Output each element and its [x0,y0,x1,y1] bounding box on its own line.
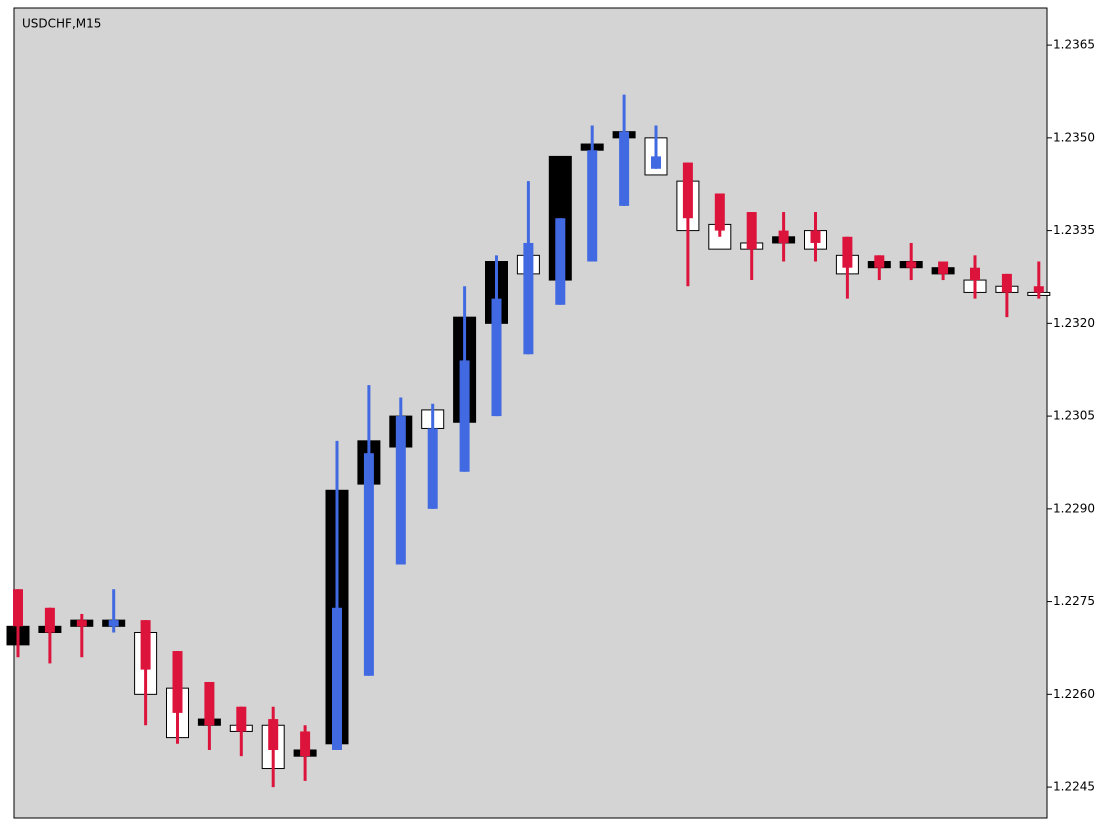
candle-body [44,607,55,633]
candle-body [906,261,917,268]
candle-body [268,719,279,750]
candle-body [76,620,87,627]
candle-body [332,607,342,750]
candle-body [13,589,23,627]
candle-body [140,620,151,670]
y-tick-label: 1.2275 [1053,594,1095,608]
candle-body [108,620,119,627]
y-tick-label: 1.2305 [1053,409,1095,423]
candle-body [938,261,949,274]
y-tick-label: 1.2260 [1053,687,1095,701]
candle-body [619,131,630,206]
candle-body [555,218,566,305]
candle-body [842,236,853,268]
candle-body [682,162,693,219]
y-tick-label: 1.2320 [1053,316,1095,330]
candle-body [970,267,980,281]
candle-body [651,156,661,169]
candle-body [363,453,374,676]
candle-body [778,230,789,243]
candle-body [587,150,598,262]
candle-body [810,230,821,243]
chart-title: USDCHF,M15 [22,17,101,31]
candle-body [204,681,215,726]
candle-body [236,706,247,732]
candle-body [1033,286,1044,293]
candle-body [427,428,438,509]
candle-body [1001,273,1012,293]
candle-body [491,298,502,417]
candle-body [459,360,470,472]
y-tick-label: 1.2365 [1053,38,1095,52]
candle-body [874,255,885,268]
y-tick-label: 1.2290 [1053,501,1095,515]
y-tick-label: 1.2350 [1053,130,1095,144]
candle-body [395,416,406,565]
y-tick-label: 1.2335 [1053,223,1095,237]
candle-body [300,731,311,757]
candle-body [523,242,534,355]
y-tick-label: 1.2245 [1053,780,1095,794]
candle-body [746,212,757,250]
plot-area [13,7,1048,819]
candle-body [714,193,725,231]
candle-body [172,651,183,713]
